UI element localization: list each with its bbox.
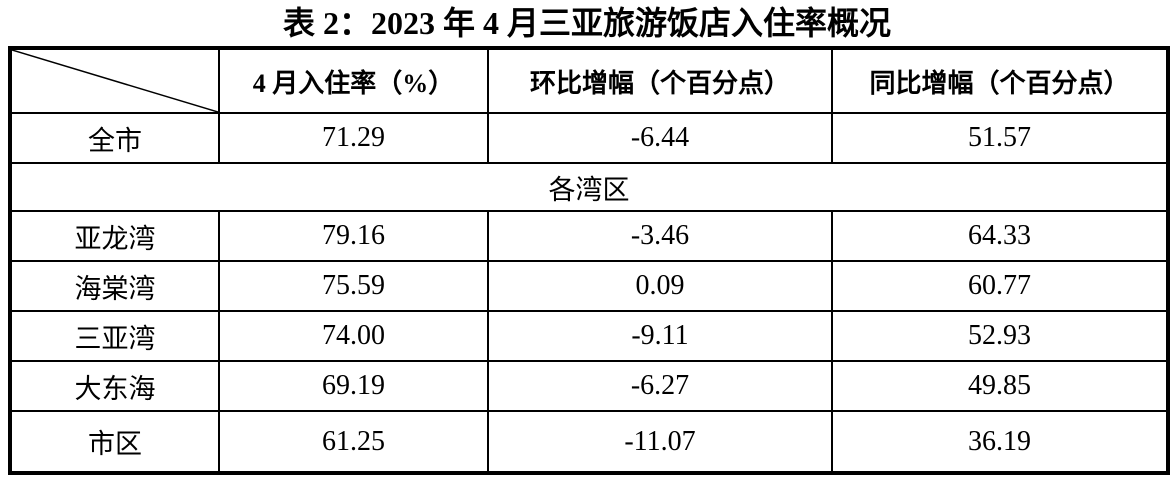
table-row-haitang-bay: 海棠湾 75.59 0.09 60.77: [9, 260, 1169, 312]
cell-value: 51.57: [831, 112, 1169, 164]
cell-value: 74.00: [218, 310, 489, 362]
diagonal-corner-cell: [9, 47, 220, 114]
diagonal-line-icon: [12, 50, 218, 112]
occupancy-table: 4 月入住率（%） 环比增幅（个百分点） 同比增幅（个百分点） 全市 71.29…: [8, 46, 1170, 475]
cell-value: -3.46: [487, 210, 833, 262]
table-section-row: 各湾区: [9, 162, 1169, 212]
cell-value: -6.27: [487, 360, 833, 412]
table-header-row: 4 月入住率（%） 环比增幅（个百分点） 同比增幅（个百分点）: [9, 47, 1169, 114]
cell-value: 64.33: [831, 210, 1169, 262]
cell-value: -6.44: [487, 112, 833, 164]
document-title: 表 2：2023 年 4 月三亚旅游饭店入住率概况: [282, 5, 891, 41]
cell-value: 69.19: [218, 360, 489, 412]
table-row-urban-district: 市区 61.25 -11.07 36.19: [9, 410, 1169, 474]
table-row-dadonghai: 大东海 69.19 -6.27 49.85: [9, 360, 1169, 412]
cell-value: 79.16: [218, 210, 489, 262]
cell-value: 36.19: [831, 410, 1169, 474]
cell-value: 61.25: [218, 410, 489, 474]
cell-value: 60.77: [831, 260, 1169, 312]
cell-value: 75.59: [218, 260, 489, 312]
row-label: 全市: [9, 112, 220, 164]
cell-value: 0.09: [487, 260, 833, 312]
table-row-yalong-bay: 亚龙湾 79.16 -3.46 64.33: [9, 210, 1169, 262]
column-header-mom-change: 环比增幅（个百分点）: [487, 47, 833, 114]
cell-value: 71.29: [218, 112, 489, 164]
table-row-sanya-bay: 三亚湾 74.00 -9.11 52.93: [9, 310, 1169, 362]
cell-value: 49.85: [831, 360, 1169, 412]
section-row-label: 各湾区: [9, 162, 1169, 212]
row-label: 亚龙湾: [9, 210, 220, 262]
column-header-april-occupancy: 4 月入住率（%）: [218, 47, 489, 114]
cell-value: 52.93: [831, 310, 1169, 362]
row-label: 三亚湾: [9, 310, 220, 362]
column-header-yoy-change: 同比增幅（个百分点）: [831, 47, 1169, 114]
cell-value: -9.11: [487, 310, 833, 362]
row-label: 海棠湾: [9, 260, 220, 312]
row-label: 大东海: [9, 360, 220, 412]
row-label: 市区: [9, 410, 220, 474]
cell-value: -11.07: [487, 410, 833, 474]
table-row-citywide: 全市 71.29 -6.44 51.57: [9, 112, 1169, 164]
